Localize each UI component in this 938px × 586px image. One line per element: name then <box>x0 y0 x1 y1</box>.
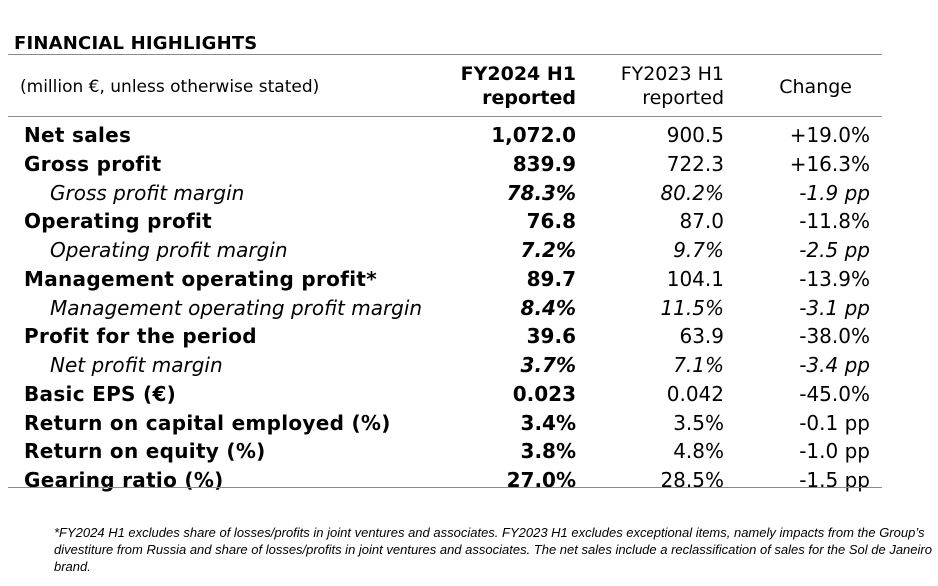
cell-fy2023: 900.5 <box>666 123 724 147</box>
cell-change: -3.4 pp <box>799 353 870 377</box>
row-label: Gross profit margin <box>50 180 245 205</box>
cell-fy2024: 7.2% <box>520 238 576 262</box>
cell-change: -13.9% <box>799 266 870 291</box>
row-label: Gearing ratio (%) <box>24 468 224 492</box>
column-header-fy2023-line2: reported <box>642 87 724 109</box>
header-rule <box>8 116 882 117</box>
cell-fy2023: 11.5% <box>660 295 724 320</box>
cell-fy2023: 80.2% <box>660 180 724 205</box>
footnote: *FY2024 H1 excludes share of losses/prof… <box>54 525 932 574</box>
cell-fy2023: 28.5% <box>660 468 724 492</box>
cell-fy2024: 3.4% <box>520 410 576 435</box>
column-header-fy2023-line1: FY2023 H1 <box>620 63 724 85</box>
cell-fy2023: 4.8% <box>673 439 724 464</box>
cell-fy2023: 3.5% <box>673 410 724 435</box>
row-label: Return on capital employed (%) <box>24 410 391 435</box>
table-body: Net sales 1,072.0 900.5 +19.0% Gross profit 8… <box>0 121 938 495</box>
table-row: Net sales 1,072.0 900.5 +19.0% <box>0 121 938 150</box>
cell-fy2023: 104.1 <box>666 266 724 291</box>
cell-fy2024: 3.7% <box>520 353 576 377</box>
cell-fy2023: 722.3 <box>666 151 724 176</box>
table-row: Basic EPS (€) 0.023 0.042 -45.0% <box>0 380 938 409</box>
row-label: Operating profit <box>24 209 213 234</box>
row-label: Net profit margin <box>50 353 223 377</box>
cell-fy2023: 63.9 <box>679 324 724 349</box>
cell-fy2024: 3.8% <box>520 439 576 464</box>
cell-change: -1.9 pp <box>799 180 870 205</box>
row-label: Gross profit <box>24 151 162 176</box>
table-row: Operating profit margin 7.2% 9.7% -2.5 pp <box>0 236 938 265</box>
cell-change: -1.5 pp <box>799 468 870 492</box>
table-row: Operating profit 76.8 87.0 -11.8% <box>0 207 938 236</box>
column-header-change: Change <box>779 76 852 98</box>
table-row: Management operating profit margin 8.4% 11… <box>0 294 938 323</box>
row-label: Operating profit margin <box>50 238 288 262</box>
cell-change: -3.1 pp <box>799 295 870 320</box>
table-row: Gross profit margin 78.3% 80.2% -1.9 pp <box>0 179 938 208</box>
table-row: Profit for the period 39.6 63.9 -38.0% <box>0 322 938 351</box>
cell-fy2024: 839.9 <box>512 151 576 176</box>
cell-fy2023: 9.7% <box>673 238 724 262</box>
cell-fy2024: 39.6 <box>526 324 576 349</box>
cell-change: -1.0 pp <box>799 439 870 464</box>
table-row: Net profit margin 3.7% 7.1% -3.4 pp <box>0 351 938 380</box>
row-label: Profit for the period <box>24 324 257 349</box>
row-label: Basic EPS (€) <box>24 381 177 406</box>
column-header-fy2024: FY2024 H1 reported <box>461 62 576 110</box>
unit-note: (million €, unless otherwise stated) <box>20 77 320 97</box>
cell-fy2024: 78.3% <box>506 180 576 205</box>
cell-change: -45.0% <box>799 381 870 406</box>
row-label: Return on equity (%) <box>24 439 266 464</box>
cell-change: +19.0% <box>789 123 870 147</box>
cell-fy2024: 27.0% <box>506 468 576 492</box>
table-row: Gross profit 839.9 722.3 +16.3% <box>0 150 938 179</box>
table-row: Management operating profit* 89.7 104.1 -13… <box>0 265 938 294</box>
cell-change: -0.1 pp <box>799 410 870 435</box>
bottom-rule <box>8 487 882 488</box>
cell-fy2024: 76.8 <box>526 209 576 234</box>
cell-fy2023: 0.042 <box>666 381 724 406</box>
table-row: Return on capital employed (%) 3.4% 3.5% -0… <box>0 409 938 438</box>
cell-change: -38.0% <box>799 324 870 349</box>
cell-fy2024: 8.4% <box>520 295 576 320</box>
cell-fy2023: 87.0 <box>679 209 724 234</box>
table-title: FINANCIAL HIGHLIGHTS <box>14 33 258 54</box>
column-header-fy2023: FY2023 H1 reported <box>621 62 724 110</box>
column-header-fy2024-line1: FY2024 H1 <box>460 63 576 85</box>
row-label: Net sales <box>24 123 132 147</box>
title-rule <box>8 54 882 55</box>
cell-fy2024: 0.023 <box>512 381 576 406</box>
cell-fy2024: 1,072.0 <box>491 123 576 147</box>
column-header-fy2024-line2: reported <box>482 87 576 109</box>
cell-change: +16.3% <box>789 151 870 176</box>
cell-fy2023: 7.1% <box>673 353 724 377</box>
cell-fy2024: 89.7 <box>526 266 576 291</box>
table-row: Gearing ratio (%) 27.0% 28.5% -1.5 pp <box>0 466 938 495</box>
row-label: Management operating profit margin <box>50 295 423 320</box>
cell-change: -2.5 pp <box>799 238 870 262</box>
table-row: Return on equity (%) 3.8% 4.8% -1.0 pp <box>0 437 938 466</box>
cell-change: -11.8% <box>799 209 870 234</box>
row-label: Management operating profit* <box>24 266 377 291</box>
